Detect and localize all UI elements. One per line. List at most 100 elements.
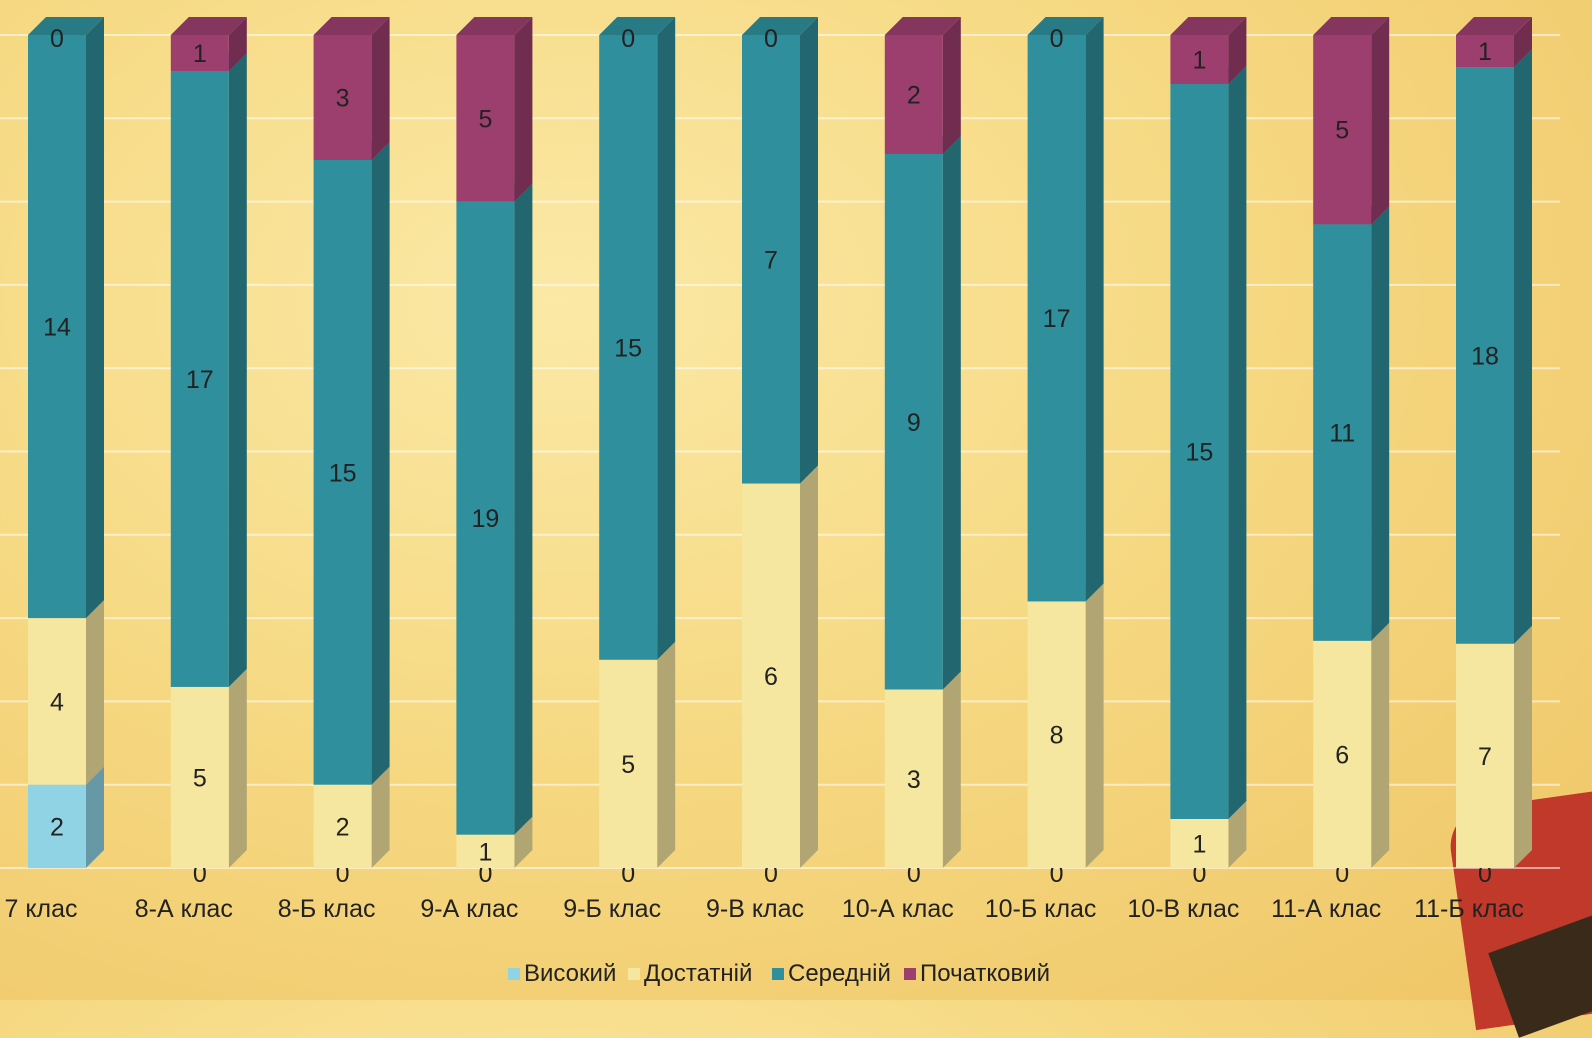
data-label: 0 [1050,25,1064,53]
bar-side [1371,622,1390,868]
legend-label: Високий [524,960,616,987]
bar-segment [742,17,818,484]
x-tick-label: 10-А клас [842,895,954,923]
data-label: 15 [329,459,357,487]
bar-segment [1456,49,1532,644]
bar-front [1027,601,1086,868]
bar-front [1170,819,1229,868]
bar-front [28,35,86,619]
x-tick-label: 9-А клас [420,895,518,923]
bar-segment [1313,622,1390,868]
bar-side [1514,49,1532,644]
bar-segment [170,17,247,72]
bar-top [1456,17,1532,35]
bar-top [599,17,676,35]
data-label: 5 [1335,117,1349,145]
bar-side [228,668,247,868]
bar-side [800,465,818,868]
data-label: 1 [1192,47,1206,75]
bar-front [1313,224,1372,641]
bar-front [1313,35,1372,225]
bar-side [1085,17,1104,602]
data-label: 0 [764,25,778,53]
bar-front [313,35,372,160]
data-label: 6 [1335,741,1349,769]
bar-side [1371,206,1390,641]
bar-side [657,641,676,868]
bar-front [456,201,515,835]
bar-side [1228,17,1247,84]
bar-side [1514,17,1532,68]
bar-top [884,17,961,35]
bar-front [599,35,658,660]
data-label: 19 [471,505,499,533]
bar-front [170,686,229,868]
x-tick-label: 8-Б клас [278,895,376,923]
data-label: 7 [764,246,778,274]
bar-front [884,154,943,690]
bar-front [742,35,800,484]
bar-front [170,35,229,72]
bar-segment [599,17,676,660]
x-tick-label: 11-А клас [1271,895,1381,923]
bar-front [456,834,515,868]
data-label: 4 [50,688,64,716]
bar-segment [742,465,818,868]
bar-side [514,183,533,835]
bar-side [371,17,390,160]
bar-side [657,17,676,660]
bar-segment [28,600,104,785]
data-label: 17 [1043,305,1071,333]
data-label: 11 [1329,420,1355,448]
bar-segment [599,641,676,868]
data-label: 2 [336,813,350,841]
data-label: 9 [907,409,921,437]
bar-top [742,17,818,35]
bar-front [599,659,658,868]
data-label: 2 [907,82,921,110]
data-label: 5 [478,105,492,133]
bar-front [1170,35,1229,84]
bar-segment [28,17,104,619]
bar-side [1371,17,1390,225]
bar-front [313,784,372,868]
bar-side [228,53,247,687]
bar-segment [456,183,533,835]
bar-side [942,671,961,868]
bar-segment [1456,625,1532,868]
legend-label: Середній [788,960,891,987]
bar-segment [1313,17,1390,225]
bar-front [1456,35,1514,68]
x-tick-label: 10-В клас [1127,895,1239,923]
data-label: 0 [50,25,64,53]
bar-segment [884,17,961,154]
data-label: 7 [1478,743,1492,771]
bar-segment [170,668,247,868]
bar-side [800,17,818,484]
bar-segment [1313,206,1390,641]
x-tick-label: 8-А клас [135,895,233,923]
data-label: 3 [336,84,350,112]
bar-side [228,17,247,72]
x-tick-label: 9-В клас [706,895,804,923]
bar-side [86,600,104,785]
bar-top [1027,17,1104,35]
bar-top [313,17,390,35]
bar-side [514,17,533,202]
data-label: 15 [614,334,642,362]
legend-label: Достатній [644,960,752,987]
bar-front [28,618,86,785]
x-tick-label: 11-Б клас [1414,895,1524,923]
bar-front [742,483,800,868]
x-tick-label: 9-Б клас [563,895,661,923]
bar-side [1514,625,1532,868]
bar-side [371,766,390,868]
data-label: 2 [50,813,64,841]
bar-segment [313,17,390,160]
data-label: 1 [1192,831,1206,859]
bar-front [1027,35,1086,602]
data-label: 1 [478,838,492,866]
data-label: 6 [764,663,778,691]
data-label: 1 [193,40,207,68]
